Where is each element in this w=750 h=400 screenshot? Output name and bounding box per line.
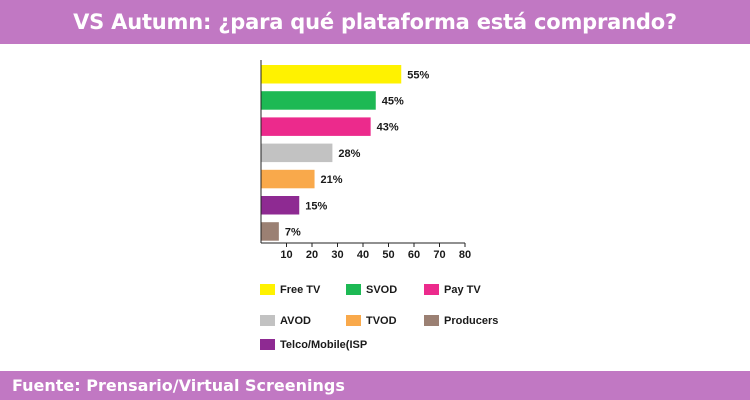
bar-value-label: 7%	[285, 226, 301, 238]
bar-value-label: 45%	[382, 95, 404, 107]
legend-swatch	[346, 315, 361, 326]
footer-band: Fuente: Prensario/Virtual Screenings	[0, 371, 750, 400]
x-tick-label: 10	[280, 249, 292, 261]
legend-label: TVOD	[366, 315, 397, 327]
legend-label: Pay TV	[444, 284, 481, 296]
legend-swatch	[260, 339, 275, 350]
source-text: Fuente: Prensario/Virtual Screenings	[12, 376, 345, 395]
x-tick-label: 80	[459, 249, 471, 261]
legend-swatch	[424, 315, 439, 326]
legend-swatch	[260, 315, 275, 326]
bar-value-label: 21%	[321, 174, 343, 186]
x-tick-label: 30	[331, 249, 343, 261]
bar-value-label: 43%	[377, 122, 399, 134]
bar	[261, 65, 402, 84]
title-band: VS Autumn: ¿para qué plataforma está com…	[0, 0, 750, 44]
bar	[261, 222, 279, 241]
bar	[261, 91, 376, 110]
page-title: VS Autumn: ¿para qué plataforma está com…	[73, 10, 677, 34]
bar	[261, 117, 371, 136]
bar-value-label: 55%	[407, 69, 429, 81]
x-tick-label: 40	[357, 249, 369, 261]
bar	[261, 143, 333, 163]
bar-value-label: 28%	[338, 148, 360, 160]
bar	[261, 196, 300, 215]
x-tick-label: 60	[408, 249, 420, 261]
x-tick-label: 20	[306, 249, 318, 261]
x-tick-label: 70	[433, 249, 445, 261]
x-tick-label: 50	[382, 249, 394, 261]
legend-swatch	[260, 284, 275, 295]
legend-label: Telco/Mobile(ISP	[280, 339, 367, 351]
bar	[261, 169, 315, 189]
legend-label: AVOD	[280, 315, 311, 327]
legend-label: Producers	[444, 315, 498, 327]
legend-label: Free TV	[280, 284, 321, 296]
legend-swatch	[346, 284, 361, 295]
bar-value-label: 15%	[305, 200, 327, 212]
legend-label: SVOD	[366, 284, 397, 296]
legend-swatch	[424, 284, 439, 295]
